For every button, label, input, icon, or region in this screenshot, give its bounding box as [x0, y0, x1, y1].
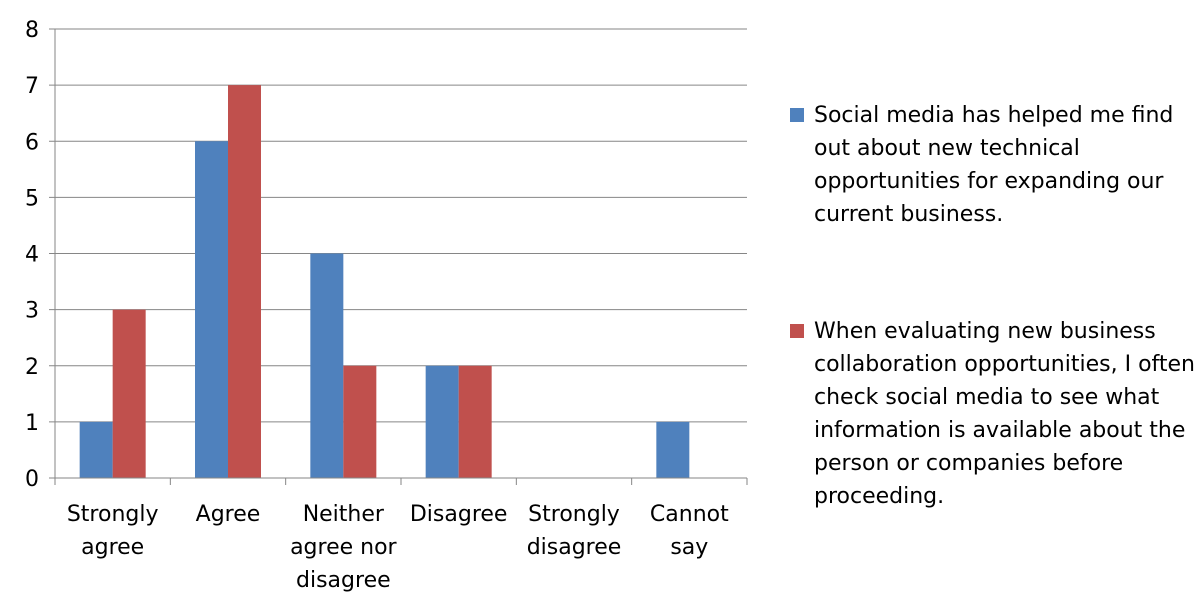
bars: [79, 85, 690, 478]
y-tick-label: 6: [25, 130, 39, 155]
x-category-label: Strongly agree: [67, 502, 159, 560]
bar-series-2: [458, 365, 492, 478]
x-category-label: Strongly disagree: [527, 502, 622, 560]
bar-series-1: [425, 365, 459, 478]
x-category-label: Agree: [196, 502, 261, 527]
y-tick-labels: 0 1 2 3 4 5 6 7 8: [25, 18, 39, 492]
x-category-label: Neither agree nor disagree: [290, 502, 397, 593]
gridlines: [55, 28, 747, 423]
x-category-label: Disagree: [410, 502, 508, 527]
bar-series-2: [343, 365, 377, 478]
legend-item-series-2: When evaluating new business collaborati…: [790, 315, 1200, 513]
legend-swatch-series-2: [790, 324, 804, 338]
legend-label-series-2: When evaluating new business collaborati…: [814, 319, 1195, 509]
legend-item-series-1: Social media has helped me find out abou…: [790, 99, 1200, 231]
bar-series-2: [228, 85, 261, 478]
bar-chart: 0 1 2 3 4 5 6 7 8 Strongly agree Agree Neither agree…: [25, 18, 748, 593]
y-tick-label: 3: [25, 299, 39, 324]
legend-swatch-series-1: [790, 108, 804, 122]
y-tick-label: 7: [25, 74, 39, 99]
y-tick-label: 2: [25, 355, 39, 380]
y-tick-label: 8: [25, 18, 39, 43]
x-category-label: Cannot say: [650, 502, 729, 560]
y-tick-label: 0: [25, 467, 39, 492]
y-tick-label: 4: [25, 243, 39, 268]
legend-label-series-1: Social media has helped me find out abou…: [814, 103, 1174, 227]
bar-series-1: [310, 253, 344, 478]
axes: [49, 28, 748, 485]
bar-series-1: [195, 141, 228, 478]
x-category-labels: Strongly agree Agree Neither agree nor disagr…: [67, 502, 729, 593]
bar-series-1: [79, 421, 113, 478]
bar-series-1: [656, 421, 690, 478]
y-tick-label: 1: [25, 411, 39, 436]
y-tick-label: 5: [25, 186, 39, 211]
bar-series-2: [112, 309, 146, 478]
